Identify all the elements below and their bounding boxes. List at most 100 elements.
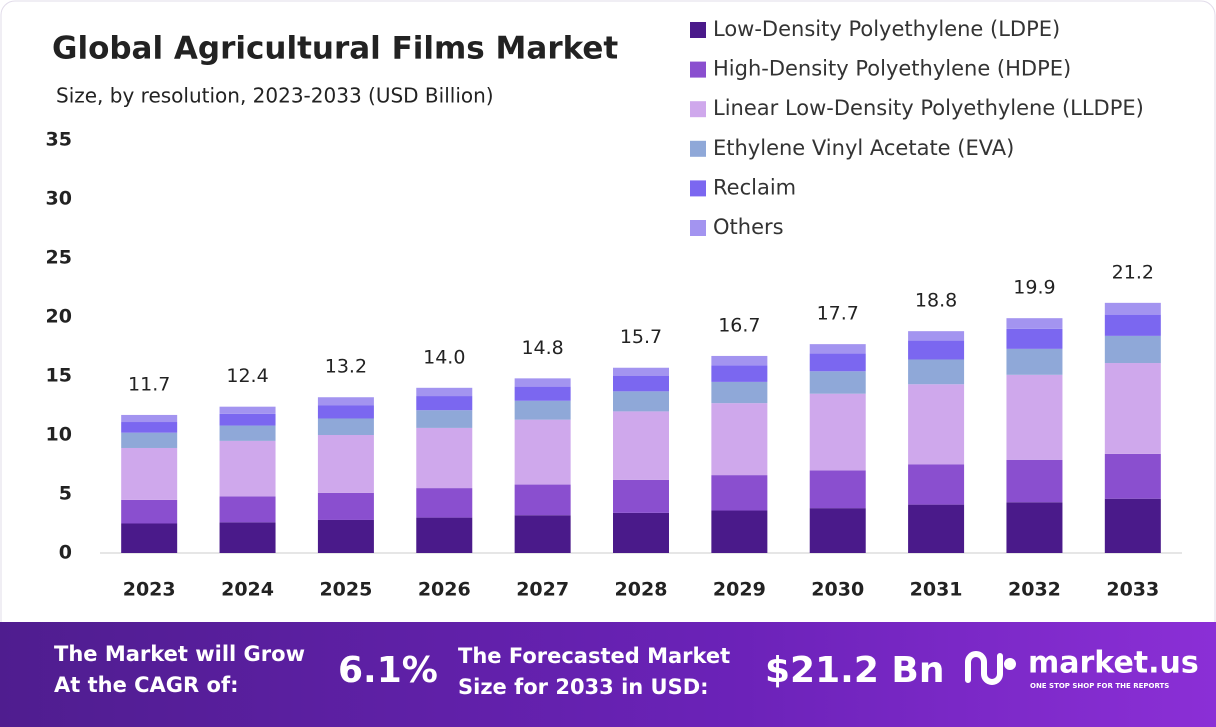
- bar-segment: [908, 504, 965, 553]
- legend-label: Reclaim: [713, 175, 796, 199]
- y-tick-label: 20: [46, 306, 72, 328]
- bar-segment: [416, 396, 473, 411]
- total-label: 16.7: [718, 314, 760, 336]
- forecast-value: $21.2 Bn: [765, 650, 944, 691]
- bar-segment: [711, 403, 768, 476]
- total-label: 17.7: [817, 303, 859, 325]
- bar-segment: [809, 470, 866, 509]
- bar-segment: [908, 359, 965, 385]
- forecast-text: Size for 2033 in USD:: [458, 675, 709, 699]
- bar-segment: [908, 464, 965, 505]
- bar-segment: [121, 499, 178, 524]
- x-tick-label: 2026: [418, 579, 471, 601]
- bar-segment: [317, 397, 374, 406]
- bar-segment: [908, 340, 965, 360]
- x-tick-label: 2024: [221, 579, 274, 601]
- bar-segment: [908, 331, 965, 341]
- legend-label: High-Density Polyethylene (HDPE): [713, 57, 1071, 81]
- bar-segment: [809, 508, 866, 553]
- total-label: 11.7: [128, 373, 170, 395]
- total-label: 13.2: [325, 356, 367, 378]
- x-tick-label: 2032: [1008, 579, 1061, 601]
- bar-segment: [908, 384, 965, 465]
- legend-label: Others: [713, 215, 784, 239]
- total-label: 19.9: [1013, 277, 1055, 299]
- bar-segment: [1104, 314, 1161, 336]
- total-label: 18.8: [915, 290, 957, 312]
- bar-segment: [711, 475, 768, 511]
- legend-swatch: [690, 61, 706, 78]
- total-label: 14.0: [423, 346, 465, 368]
- x-tick-label: 2023: [123, 579, 176, 601]
- bar-segment: [514, 419, 571, 485]
- bar-segment: [121, 422, 178, 433]
- logo-icon: [965, 651, 1016, 685]
- x-tick-label: 2027: [516, 579, 569, 601]
- legend-swatch: [690, 140, 706, 157]
- total-label: 15.7: [620, 326, 662, 348]
- bar-segment: [416, 427, 473, 489]
- legend-swatch: [690, 101, 706, 118]
- bar-segment: [416, 410, 473, 428]
- bar-segment: [1104, 498, 1161, 553]
- bar-segment: [219, 522, 276, 553]
- bar-segment: [416, 517, 473, 553]
- legend-label: Ethylene Vinyl Acetate (EVA): [713, 136, 1014, 160]
- legend-label: Low-Density Polyethylene (LDPE): [713, 17, 1060, 41]
- bar-segment: [514, 515, 571, 553]
- total-label: 12.4: [226, 365, 268, 387]
- y-tick-label: 0: [59, 542, 72, 564]
- bar-segment: [1104, 302, 1161, 315]
- bar-segment: [711, 381, 768, 404]
- bar-segment: [317, 492, 374, 520]
- x-tick-label: 2028: [615, 579, 668, 601]
- y-tick-label: 25: [46, 247, 72, 269]
- y-tick-label: 5: [59, 483, 72, 505]
- x-tick-label: 2029: [713, 579, 766, 601]
- bar-segment: [809, 393, 866, 471]
- bar-segment: [317, 435, 374, 493]
- chart-subtitle: Size, by resolution, 2023-2033 (USD Bill…: [56, 84, 494, 108]
- bar-segment: [219, 413, 276, 426]
- cagr-text: At the CAGR of:: [54, 673, 239, 697]
- total-label: 14.8: [521, 337, 563, 359]
- bar-segment: [121, 523, 178, 553]
- bar-segment: [317, 519, 374, 553]
- bar-segment: [1006, 374, 1063, 460]
- x-tick-label: 2030: [811, 579, 864, 601]
- bar-segment: [1006, 318, 1063, 329]
- chart-title: Global Agricultural Films Market: [52, 31, 618, 67]
- y-tick-label: 10: [46, 424, 72, 446]
- bar-segment: [416, 387, 473, 397]
- y-tick-label: 30: [46, 188, 72, 210]
- bar-segment: [809, 344, 866, 354]
- bar-segment: [1006, 348, 1063, 375]
- y-tick-label: 15: [46, 365, 72, 387]
- brand: market.us: [1028, 646, 1199, 681]
- bar-segment: [219, 425, 276, 441]
- bar-segment: [1104, 363, 1161, 454]
- x-tick-label: 2033: [1106, 579, 1159, 601]
- bar-segment: [613, 512, 669, 553]
- bar-segment: [219, 496, 276, 523]
- bar-segment: [711, 355, 768, 366]
- bar-segment: [219, 440, 276, 497]
- bar-segment: [1006, 459, 1063, 503]
- bar-segment: [514, 400, 571, 420]
- bar-segment: [514, 378, 571, 387]
- bar-segment: [1006, 502, 1063, 553]
- bar-segment: [219, 406, 276, 414]
- bar-segment: [121, 414, 178, 423]
- x-tick-label: 2025: [319, 579, 372, 601]
- forecast-text: The Forecasted Market: [458, 644, 730, 668]
- cagr-value: 6.1%: [338, 650, 438, 691]
- bar-segment: [711, 510, 768, 553]
- bar-segment: [1006, 328, 1063, 349]
- bar-segment: [514, 484, 571, 516]
- bar-segment: [809, 371, 866, 394]
- legend-label: Linear Low-Density Polyethylene (LLDPE): [713, 96, 1144, 120]
- bar-segment: [613, 376, 669, 392]
- bar-segment: [711, 365, 768, 382]
- bar-segment: [121, 432, 178, 448]
- y-tick-label: 35: [46, 129, 72, 151]
